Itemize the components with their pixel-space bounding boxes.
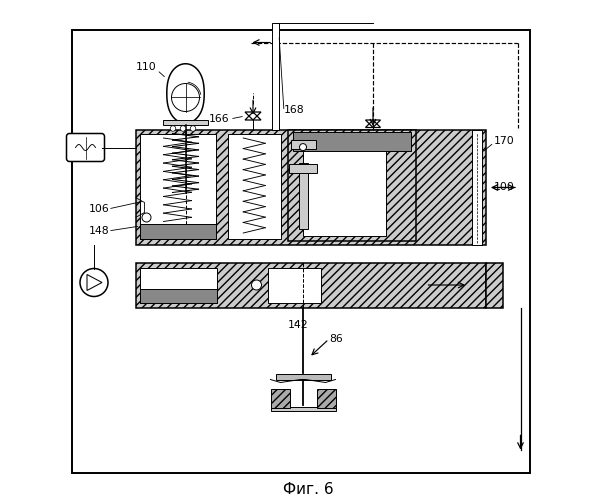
Circle shape <box>299 144 307 150</box>
Text: 110: 110 <box>136 62 156 72</box>
Bar <box>139 268 217 302</box>
Circle shape <box>180 126 186 131</box>
Circle shape <box>170 126 176 131</box>
Bar <box>485 262 503 308</box>
Bar <box>72 30 530 472</box>
Bar <box>163 120 208 125</box>
FancyBboxPatch shape <box>67 134 105 162</box>
Text: 148: 148 <box>89 226 110 236</box>
Bar <box>299 163 307 228</box>
Text: 166: 166 <box>208 114 229 124</box>
Bar <box>272 22 279 130</box>
Bar <box>288 130 416 241</box>
Bar <box>270 406 336 411</box>
Bar <box>136 130 485 245</box>
Bar <box>228 134 280 239</box>
Bar <box>317 388 336 407</box>
Text: Фиг. 6: Фиг. 6 <box>283 482 333 496</box>
Bar <box>139 288 217 302</box>
Bar <box>290 164 317 173</box>
Bar <box>293 132 410 151</box>
Circle shape <box>142 213 151 222</box>
Text: 142: 142 <box>288 320 309 330</box>
Polygon shape <box>167 64 205 123</box>
Bar <box>139 134 216 239</box>
Bar <box>303 135 386 236</box>
Bar <box>291 140 315 149</box>
Text: 86: 86 <box>329 334 342 344</box>
Bar <box>275 374 331 380</box>
Bar <box>471 130 482 245</box>
Text: 106: 106 <box>89 204 110 214</box>
Text: 170: 170 <box>494 136 515 146</box>
Bar <box>270 388 290 407</box>
Circle shape <box>251 280 262 290</box>
Bar <box>139 224 216 239</box>
Bar <box>268 268 320 302</box>
Text: 168: 168 <box>284 105 305 115</box>
Bar <box>136 262 485 308</box>
Text: 100: 100 <box>494 182 515 192</box>
Circle shape <box>80 268 108 296</box>
Circle shape <box>190 126 196 131</box>
